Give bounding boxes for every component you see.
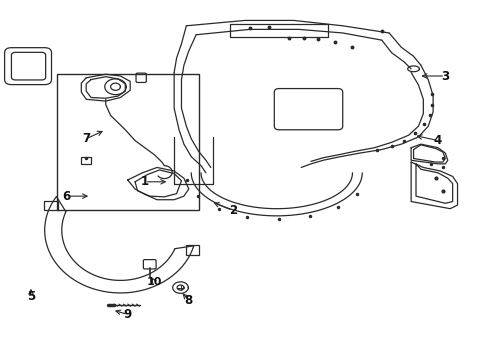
Text: 1: 1 — [141, 175, 149, 188]
Text: 6: 6 — [63, 190, 71, 203]
Text: 4: 4 — [434, 134, 442, 147]
Text: 3: 3 — [441, 69, 449, 82]
Text: 8: 8 — [185, 294, 193, 307]
Bar — [81, 157, 91, 164]
Text: 9: 9 — [123, 308, 132, 321]
Text: 5: 5 — [27, 290, 35, 303]
Text: 7: 7 — [82, 132, 90, 145]
Bar — [57, 74, 198, 211]
Text: 2: 2 — [229, 204, 237, 217]
Text: 10: 10 — [147, 277, 162, 287]
